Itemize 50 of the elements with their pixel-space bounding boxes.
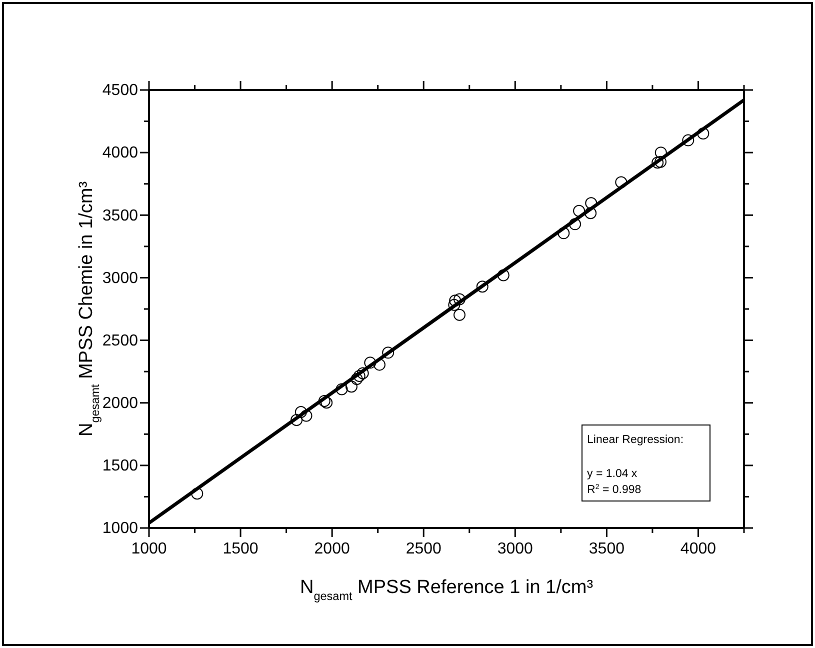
x-tick-label: 1000 <box>131 540 167 558</box>
point <box>336 383 348 396</box>
point <box>584 207 597 220</box>
x-tick-label: 3500 <box>588 540 625 558</box>
point <box>364 356 376 369</box>
point <box>652 156 664 169</box>
point <box>497 269 510 282</box>
y-tick-label: 4000 <box>102 144 138 162</box>
x-tick-label: 2500 <box>406 540 442 558</box>
x-axis-title: N$_{gesamt}$ MPSS Reference 1 in 1/cm³ <box>300 577 594 602</box>
y-tick-label: 1500 <box>102 458 138 475</box>
point <box>191 488 204 500</box>
point <box>585 197 598 210</box>
y-tick-label: 4500 <box>102 82 138 100</box>
point <box>350 372 363 385</box>
point <box>454 293 466 306</box>
x-tick-label: 3000 <box>497 540 534 558</box>
point <box>476 280 488 293</box>
point <box>300 410 312 422</box>
x-tick-label: 4000 <box>680 540 716 558</box>
annotation: y = 1.04 x <box>587 468 638 480</box>
x-tick-label: 2000 <box>314 540 350 558</box>
point <box>382 346 394 359</box>
point <box>373 358 386 371</box>
point <box>345 380 358 393</box>
point <box>290 414 303 426</box>
point <box>558 227 570 240</box>
point <box>682 134 694 146</box>
y-tick-label: 3500 <box>102 207 138 224</box>
point <box>573 204 586 217</box>
point <box>697 128 710 140</box>
y-tick-label: 1000 <box>102 520 138 538</box>
y-tick-label: 2000 <box>102 394 138 412</box>
annotation: Linear Regression: <box>587 434 684 446</box>
annotation: R$^{2}$ = 0.998 <box>587 483 642 496</box>
point <box>356 367 369 380</box>
point <box>448 298 460 311</box>
x-tick-label: 1500 <box>222 540 258 558</box>
point <box>454 308 466 321</box>
point <box>318 394 330 407</box>
point <box>294 406 307 418</box>
y-tick-label: 2500 <box>102 332 138 350</box>
point <box>615 176 628 188</box>
point <box>569 218 582 230</box>
point <box>353 370 366 382</box>
y-tick-label: 3000 <box>102 270 138 287</box>
point <box>654 156 667 168</box>
point <box>320 396 333 409</box>
point <box>654 146 667 159</box>
point <box>449 294 462 307</box>
